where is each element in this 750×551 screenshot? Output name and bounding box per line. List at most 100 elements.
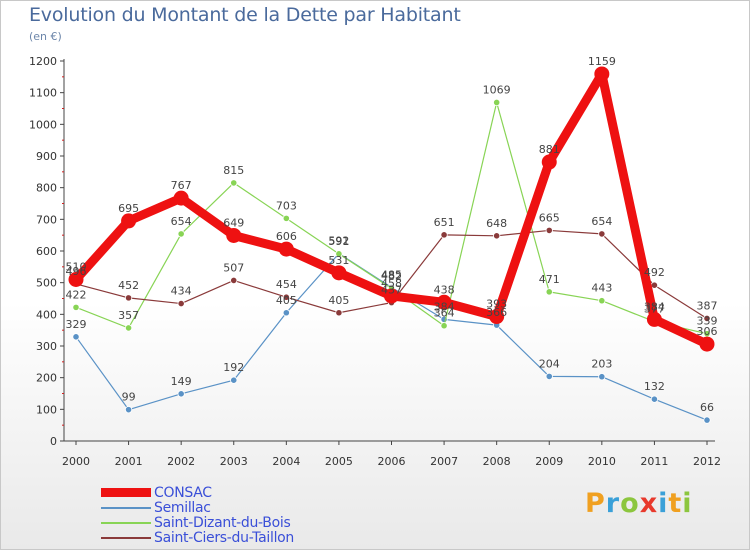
x-tick-label: 2001 bbox=[115, 455, 143, 468]
data-label-semillac: 204 bbox=[539, 357, 560, 370]
data-point-saint-dizant-du-bois bbox=[335, 250, 343, 258]
y-tick-label: 300 bbox=[36, 340, 57, 353]
data-point-consac bbox=[121, 213, 137, 229]
data-label-semillac: 485 bbox=[381, 268, 402, 281]
logo-letter: i bbox=[658, 488, 669, 519]
data-point-saint-ciers-du-taillon bbox=[177, 299, 185, 308]
data-label-semillac: 66 bbox=[700, 401, 714, 414]
data-label-consac: 510 bbox=[66, 261, 87, 274]
data-label-saint-ciers-du-taillon: 387 bbox=[697, 299, 718, 312]
data-label-saint-dizant-du-bois: 654 bbox=[171, 215, 192, 228]
data-label-semillac: 366 bbox=[486, 306, 507, 319]
data-point-semillac bbox=[598, 373, 606, 381]
y-tick-label: 700 bbox=[36, 213, 57, 226]
data-label-saint-dizant-du-bois: 482 bbox=[381, 269, 402, 282]
data-label-consac: 531 bbox=[328, 254, 349, 267]
data-label-saint-ciers-du-taillon: 651 bbox=[434, 216, 455, 229]
data-label-semillac: 149 bbox=[171, 375, 192, 388]
data-label-saint-ciers-du-taillon: 405 bbox=[328, 294, 349, 307]
data-point-saint-dizant-du-bois bbox=[493, 98, 501, 107]
x-tick-label: 2012 bbox=[693, 455, 721, 468]
data-label-semillac: 384 bbox=[434, 300, 455, 313]
data-point-saint-ciers-du-taillon bbox=[598, 230, 606, 238]
y-tick-label: 500 bbox=[36, 277, 57, 290]
data-label-saint-ciers-du-taillon: 496 bbox=[66, 265, 87, 278]
data-label-semillac: 405 bbox=[276, 294, 297, 307]
y-tick-label: 400 bbox=[36, 308, 57, 321]
data-point-consac bbox=[278, 241, 294, 257]
data-point-semillac bbox=[703, 416, 711, 424]
logo-letter: r bbox=[605, 488, 621, 519]
data-point-saint-dizant-du-bois bbox=[440, 322, 448, 330]
data-point-saint-ciers-du-taillon bbox=[124, 294, 133, 302]
x-tick-label: 2008 bbox=[483, 455, 511, 468]
data-point-saint-ciers-du-taillon bbox=[335, 309, 343, 317]
data-label-semillac: 132 bbox=[644, 380, 665, 393]
legend-swatch-consac bbox=[101, 488, 151, 497]
data-point-consac bbox=[226, 227, 242, 243]
y-tick-label: 1000 bbox=[29, 118, 57, 131]
data-point-consac bbox=[331, 265, 347, 281]
data-point-saint-ciers-du-taillon bbox=[650, 281, 659, 289]
data-point-saint-dizant-du-bois bbox=[177, 230, 185, 238]
x-tick-label: 2000 bbox=[62, 455, 90, 468]
y-tick-label: 200 bbox=[36, 372, 57, 385]
data-label-saint-ciers-du-taillon: 437 bbox=[381, 284, 402, 297]
data-point-consac bbox=[594, 66, 610, 82]
data-point-saint-ciers-du-taillon bbox=[282, 293, 290, 301]
data-label-semillac: 192 bbox=[223, 361, 244, 374]
x-tick-label: 2005 bbox=[325, 455, 353, 468]
proxiti-logo: Proxiti bbox=[585, 488, 693, 519]
legend-item-saint-dizant: Saint-Dizant-du-Bois bbox=[101, 514, 294, 531]
data-point-consac bbox=[541, 154, 557, 170]
data-label-consac: 458 bbox=[381, 277, 402, 290]
data-label-saint-dizant-du-bois: 443 bbox=[591, 282, 612, 295]
data-point-consac bbox=[173, 190, 189, 206]
data-label-saint-ciers-du-taillon: 507 bbox=[223, 261, 244, 274]
data-point-saint-dizant-du-bois bbox=[72, 303, 80, 311]
x-tick-label: 2011 bbox=[640, 455, 668, 468]
legend-label-saint-ciers: Saint-Ciers-du-Taillon bbox=[154, 529, 294, 546]
y-tick-label: 1100 bbox=[29, 87, 57, 100]
legend-item-semillac: Semillac bbox=[101, 499, 294, 516]
legend-label-semillac: Semillac bbox=[154, 499, 211, 516]
legend-item-saint-ciers: Saint-Ciers-du-Taillon bbox=[101, 529, 294, 546]
data-label-saint-dizant-du-bois: 357 bbox=[118, 309, 139, 322]
logo-letter: t bbox=[668, 488, 683, 519]
data-label-saint-ciers-du-taillon: 654 bbox=[591, 215, 612, 228]
data-label-saint-dizant-du-bois: 377 bbox=[644, 303, 665, 316]
data-label-consac: 384 bbox=[644, 300, 665, 313]
data-label-saint-ciers-du-taillon: 434 bbox=[171, 285, 192, 298]
data-label-semillac: 99 bbox=[122, 391, 136, 404]
y-tick-label: 0 bbox=[50, 435, 57, 448]
data-point-semillac bbox=[124, 406, 133, 414]
data-label-saint-dizant-du-bois: 339 bbox=[697, 315, 718, 328]
x-tick-label: 2007 bbox=[430, 455, 458, 468]
legend-swatch-saint-ciers bbox=[101, 536, 151, 539]
legend-swatch-semillac bbox=[101, 506, 151, 509]
logo-letter: i bbox=[682, 488, 693, 519]
legend-label-saint-dizant: Saint-Dizant-du-Bois bbox=[154, 514, 291, 531]
data-label-consac: 881 bbox=[539, 143, 560, 156]
data-label-consac: 438 bbox=[434, 283, 455, 296]
legend-swatch-saint-dizant bbox=[101, 521, 151, 524]
data-label-semillac: 592 bbox=[328, 235, 349, 248]
legend: CONSAC Semillac Saint-Dizant-du-Bois Sai… bbox=[101, 485, 294, 546]
legend-item-consac: CONSAC bbox=[101, 485, 294, 501]
data-label-saint-dizant-du-bois: 422 bbox=[66, 288, 87, 301]
data-label-saint-ciers-du-taillon: 665 bbox=[539, 211, 560, 224]
data-label-saint-dizant-du-bois: 815 bbox=[223, 164, 244, 177]
data-point-saint-ciers-du-taillon bbox=[493, 232, 501, 240]
data-label-semillac: 203 bbox=[591, 358, 612, 371]
data-label-saint-ciers-du-taillon: 492 bbox=[644, 266, 665, 279]
data-point-consac bbox=[489, 309, 505, 325]
data-label-consac: 767 bbox=[171, 179, 192, 192]
data-point-saint-dizant-du-bois bbox=[282, 214, 290, 222]
unit-label: (en €) bbox=[29, 30, 62, 43]
data-point-consac bbox=[646, 311, 662, 327]
logo-letter: o bbox=[620, 488, 640, 519]
data-point-consac bbox=[699, 336, 715, 352]
data-point-saint-ciers-du-taillon bbox=[545, 226, 553, 235]
